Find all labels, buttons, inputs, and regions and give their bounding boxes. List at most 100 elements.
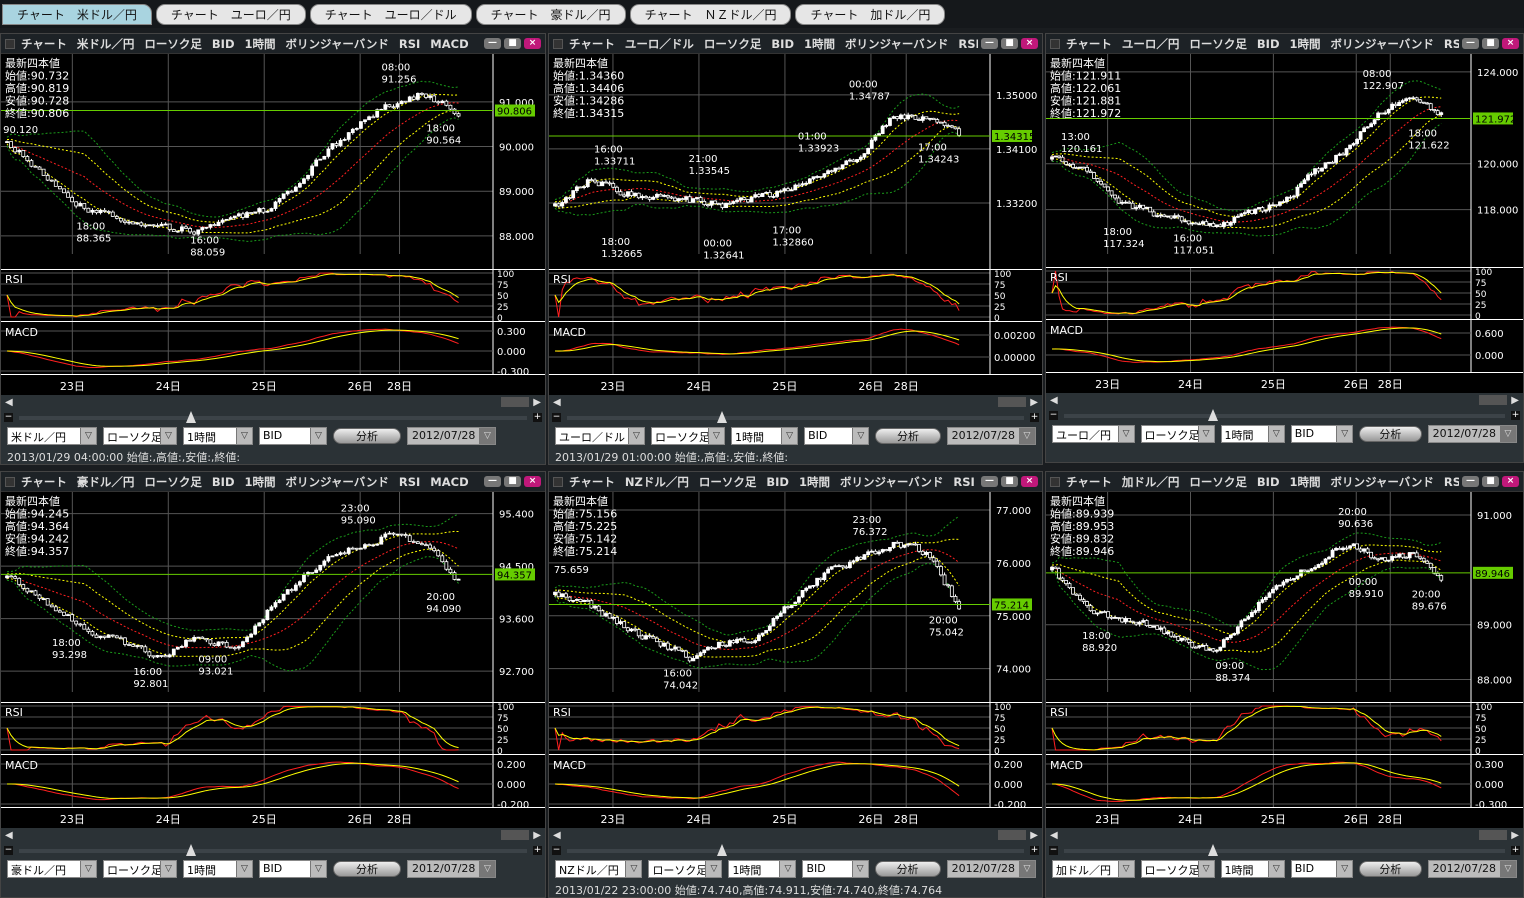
macd-chart[interactable]: 0.300 0.000 -0.300 MACD (1046, 754, 1523, 808)
zoom-slider[interactable]: − + (549, 410, 1042, 425)
chart-type-select[interactable]: ローソク足 ▽ (1140, 860, 1215, 878)
maximize-button[interactable]: ■ (1482, 476, 1499, 487)
maximize-button[interactable]: ■ (1001, 476, 1018, 487)
close-button[interactable]: × (524, 476, 541, 487)
chevron-down-icon[interactable]: ▽ (1197, 861, 1214, 877)
macd-chart[interactable]: 0.200 0.000 -0.200 MACD (549, 754, 1042, 808)
chevron-down-icon[interactable]: ▽ (1019, 861, 1036, 877)
chevron-down-icon[interactable]: ▽ (1500, 426, 1516, 442)
period-select[interactable]: 1時間 ▽ (183, 427, 253, 445)
chevron-down-icon[interactable]: ▽ (479, 428, 496, 444)
scroll-left-icon[interactable]: ◀ (553, 830, 561, 841)
analyze-button[interactable]: 分析 (1359, 861, 1422, 877)
zoom-track[interactable] (1064, 849, 1505, 853)
chart-window-titlebar[interactable]: チャート 加ドル／円 ローソク足 BID 1時間 ボリンジャーバンド RSI ･… (1046, 472, 1523, 492)
tab-2[interactable]: チャート ユーロ／ドル (309, 4, 472, 25)
zoom-slider-handle[interactable] (716, 844, 727, 856)
zoom-out-icon[interactable]: − (4, 412, 13, 422)
date-select[interactable]: 2012/07/28 ▽ (1427, 425, 1517, 443)
tab-4[interactable]: チャート ＮＺドル／円 (629, 4, 792, 25)
date-select[interactable]: 2012/07/28 ▽ (1427, 860, 1517, 878)
minimize-button[interactable]: — (1462, 38, 1479, 49)
zoom-in-icon[interactable]: + (1511, 845, 1520, 855)
chart-type-select[interactable]: ローソク足 ▽ (648, 860, 723, 878)
zoom-in-icon[interactable]: + (533, 845, 542, 855)
scroll-right-icon[interactable]: ▶ (1511, 830, 1519, 841)
close-button[interactable]: × (1021, 476, 1038, 487)
maximize-button[interactable]: ■ (1482, 38, 1499, 49)
date-select[interactable]: 2012/07/28 ▽ (946, 860, 1037, 878)
zoom-slider-handle[interactable] (716, 411, 727, 423)
macd-chart[interactable]: 0.600 0.000 MACD (1046, 319, 1523, 373)
close-button[interactable]: × (1021, 38, 1038, 49)
maximize-button[interactable]: ■ (504, 38, 521, 49)
scroll-thumb[interactable] (501, 397, 529, 407)
chevron-down-icon[interactable]: ▽ (1267, 426, 1284, 442)
horizontal-scrollbar[interactable]: ◀ ▶ (549, 395, 1042, 410)
close-button[interactable]: × (1502, 38, 1519, 49)
chart-window-titlebar[interactable]: チャート ユーロ／ドル ローソク足 BID 1時間 ボリンジャーバンド RSI … (549, 34, 1042, 54)
minimize-button[interactable]: — (484, 38, 501, 49)
period-select[interactable]: 1時間 ▽ (731, 427, 799, 445)
scroll-left-icon[interactable]: ◀ (553, 397, 561, 408)
zoom-out-icon[interactable]: − (552, 845, 561, 855)
price-chart[interactable]: 91.000 90.000 89.000 88.000 90.806 90.120 18:0… (1, 54, 545, 269)
chart-window-titlebar[interactable]: チャート NZドル／円 ローソク足 BID 1時間 ボリンジャーバンド RSI … (549, 472, 1042, 492)
scroll-thumb[interactable] (1479, 830, 1507, 840)
chevron-down-icon[interactable]: ▽ (1336, 861, 1353, 877)
zoom-slider[interactable]: − + (1046, 408, 1523, 423)
zoom-track[interactable] (567, 416, 1024, 420)
analyze-button[interactable]: 分析 (333, 861, 401, 877)
macd-chart[interactable]: 0.00200 0.00000 MACD (549, 321, 1042, 375)
bid-ask-select[interactable]: BID ▽ (259, 860, 327, 878)
chevron-down-icon[interactable]: ▽ (80, 861, 96, 877)
price-chart[interactable]: 124.000 120.000 118.000 121.972 13:00120.161… (1046, 54, 1523, 267)
chart-window-titlebar[interactable]: チャート 豪ドル／円 ローソク足 BID 1時間 ボリンジャーバンド RSI M… (1, 472, 545, 492)
chevron-down-icon[interactable]: ▽ (236, 428, 252, 444)
pair-select[interactable]: 豪ドル／円 ▽ (7, 860, 97, 878)
pair-select[interactable]: 米ドル／円 ▽ (7, 427, 97, 445)
chevron-down-icon[interactable]: ▽ (705, 861, 722, 877)
scroll-left-icon[interactable]: ◀ (5, 397, 13, 408)
tab-1[interactable]: チャート ユーロ／円 (155, 4, 306, 25)
chevron-down-icon[interactable]: ▽ (310, 428, 326, 444)
horizontal-scrollbar[interactable]: ◀ ▶ (1046, 828, 1523, 843)
chevron-down-icon[interactable]: ▽ (1197, 426, 1214, 442)
chevron-down-icon[interactable]: ▽ (851, 861, 868, 877)
chevron-down-icon[interactable]: ▽ (1018, 428, 1035, 444)
close-button[interactable]: × (1502, 476, 1519, 487)
zoom-track[interactable] (19, 849, 527, 853)
minimize-button[interactable]: — (981, 476, 998, 487)
scroll-left-icon[interactable]: ◀ (5, 830, 13, 841)
chevron-down-icon[interactable]: ▽ (1336, 426, 1353, 442)
zoom-slider[interactable]: − + (1, 843, 545, 858)
maximize-button[interactable]: ■ (504, 476, 521, 487)
zoom-track[interactable] (567, 849, 1024, 853)
zoom-out-icon[interactable]: − (4, 845, 13, 855)
horizontal-scrollbar[interactable]: ◀ ▶ (1046, 393, 1523, 408)
zoom-slider-handle[interactable] (185, 411, 196, 423)
zoom-slider-handle[interactable] (185, 844, 196, 856)
chevron-down-icon[interactable]: ▽ (80, 428, 96, 444)
macd-chart[interactable]: 0.300 0.000 -0.300 MACD (1, 321, 545, 375)
zoom-out-icon[interactable]: − (552, 412, 561, 422)
minimize-button[interactable]: — (1462, 476, 1479, 487)
bid-ask-select[interactable]: BID ▽ (259, 427, 327, 445)
scroll-thumb[interactable] (501, 830, 529, 840)
scroll-left-icon[interactable]: ◀ (1050, 395, 1058, 406)
scroll-right-icon[interactable]: ▶ (1511, 395, 1519, 406)
scroll-thumb[interactable] (998, 830, 1026, 840)
horizontal-scrollbar[interactable]: ◀ ▶ (1, 395, 545, 410)
chevron-down-icon[interactable]: ▽ (160, 428, 176, 444)
zoom-out-icon[interactable]: − (1049, 845, 1058, 855)
chevron-down-icon[interactable]: ▽ (1117, 861, 1134, 877)
zoom-slider[interactable]: − + (1046, 843, 1523, 858)
pair-select[interactable]: 加ドル／円 ▽ (1052, 860, 1135, 878)
horizontal-scrollbar[interactable]: ◀ ▶ (549, 828, 1042, 843)
chart-type-select[interactable]: ローソク足 ▽ (651, 427, 725, 445)
